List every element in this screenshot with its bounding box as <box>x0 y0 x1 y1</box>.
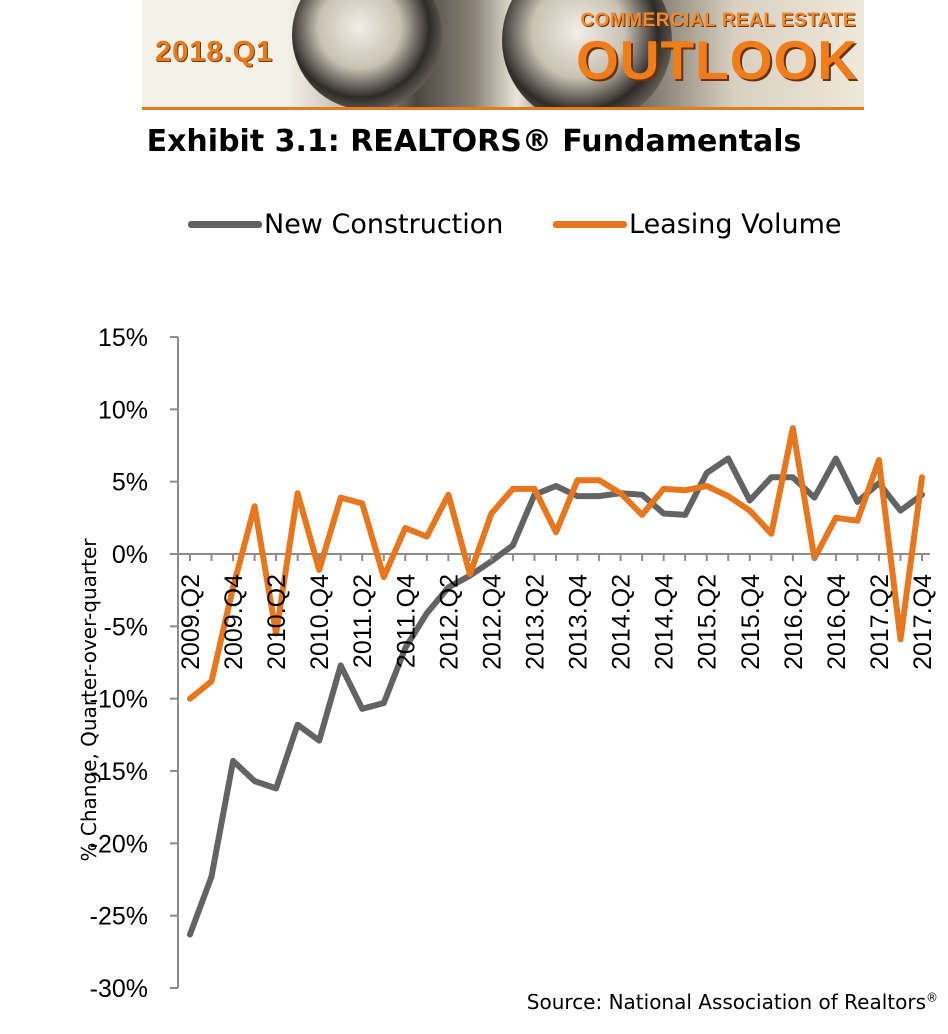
y-tick-label: -5% <box>104 613 148 641</box>
banner-subtitle: COMMERCIAL REAL ESTATE <box>580 10 856 31</box>
chart-series <box>187 425 925 938</box>
x-tick-label: 2015.Q4 <box>737 574 765 670</box>
y-tick-label: -20% <box>90 830 148 858</box>
legend-item-leasing-volume: Leasing Volume <box>553 204 842 244</box>
x-tick-label: 2009.Q2 <box>177 574 205 670</box>
source-note: Source: National Association of Realtors… <box>527 990 938 1014</box>
registered-mark: ® <box>926 990 938 1005</box>
y-tick-label: 0% <box>112 541 148 569</box>
banner-headline: OUTLOOK <box>576 29 858 91</box>
y-tick-label: -10% <box>90 686 148 714</box>
x-tick-label: 2016.Q4 <box>823 574 851 670</box>
chart-title: Exhibit 3.1: REALTORS® Fundamentals <box>146 124 802 159</box>
y-tick-label: -15% <box>90 758 148 786</box>
y-axis-ticks: 15% 10% 5% 0% -5% -10% -15% -20% -25% -30% <box>90 324 178 1003</box>
series-line-leasing-volume <box>187 425 925 702</box>
y-tick-label: -25% <box>90 903 148 931</box>
x-tick-label: 2013.Q4 <box>565 574 593 670</box>
x-tick-label: 2010.Q4 <box>306 574 334 670</box>
x-tick-label: 2017.Q2 <box>866 574 894 670</box>
y-tick-label: 10% <box>98 396 148 424</box>
x-tick-label: 2011.Q2 <box>349 574 377 668</box>
x-tick-label: 2013.Q2 <box>522 574 550 670</box>
legend-swatch-leasing-volume <box>553 220 627 228</box>
x-tick-label: 2014.Q4 <box>651 574 679 670</box>
legend-label-leasing-volume: Leasing Volume <box>629 208 842 240</box>
x-tick-label: 2017.Q4 <box>909 574 937 670</box>
x-tick-label: 2016.Q2 <box>780 574 808 670</box>
x-tick-label: 2012.Q2 <box>435 574 463 670</box>
legend-item-new-construction: New Construction <box>188 204 503 244</box>
banner-edition: 2018.Q1 <box>155 36 274 68</box>
x-axis-ticks: 2009.Q2 2009.Q4 2010.Q2 2010.Q4 2011.Q2 2011.… <box>177 554 937 670</box>
y-axis-label: % Change, Quarter-over-quarter <box>77 538 101 862</box>
x-tick-label: 2009.Q4 <box>220 574 248 670</box>
x-tick-label: 2010.Q2 <box>263 574 291 670</box>
x-tick-label: 2012.Q4 <box>478 574 506 670</box>
chart-legend: New Construction Leasing Volume <box>0 204 948 244</box>
legend-swatch-new-construction <box>188 220 262 228</box>
x-tick-label: 2015.Q2 <box>694 574 722 670</box>
source-text: Source: National Association of Realtors <box>526 990 926 1014</box>
binocular-lens-right <box>502 0 672 110</box>
y-tick-label: 5% <box>112 469 148 497</box>
x-tick-label: 2014.Q2 <box>608 574 636 670</box>
report-banner: 2018.Q1 COMMERCIAL REAL ESTATE OUTLOOK <box>142 0 864 110</box>
x-tick-label: 2011.Q4 <box>392 574 420 668</box>
banner-rule <box>142 107 864 110</box>
y-tick-label: -30% <box>90 975 148 1003</box>
y-tick-label: 15% <box>98 324 148 352</box>
legend-label-new-construction: New Construction <box>264 208 504 240</box>
chart-axes <box>177 337 930 988</box>
